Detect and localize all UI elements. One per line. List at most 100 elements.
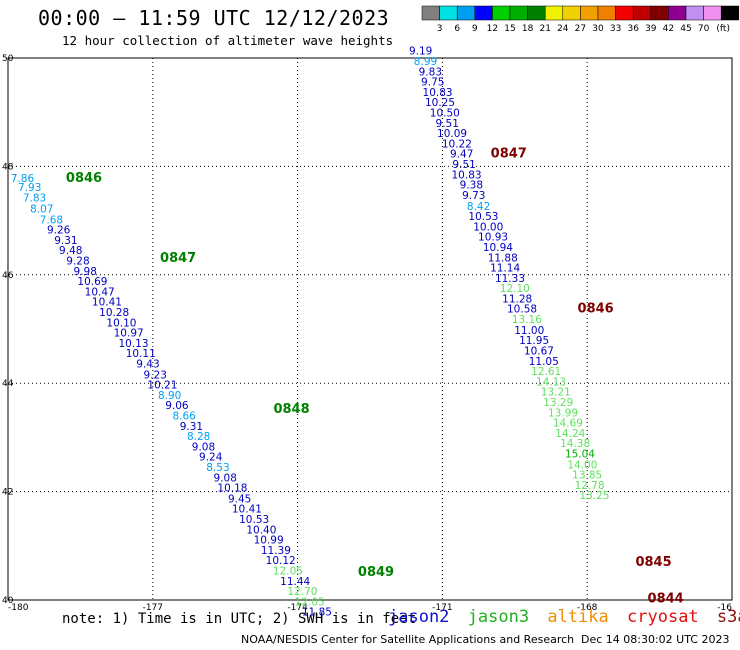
wave-height-point: 12.78	[575, 480, 605, 492]
wave-height-point: 10.10	[106, 317, 136, 329]
pass-time-label: 0847	[160, 251, 196, 266]
wave-height-point: 14.69	[553, 418, 583, 430]
y-tick-label: 44	[2, 379, 14, 389]
wave-height-point: 9.51	[436, 118, 459, 130]
pass-time-label: 0847	[491, 147, 527, 162]
wave-height-point: 9.28	[66, 256, 89, 268]
wave-height-point: 10.94	[483, 242, 513, 254]
colorbar-swatch	[615, 5, 634, 21]
colorbar-swatch	[632, 5, 652, 21]
wave-height-point: 11.85	[302, 607, 332, 619]
x-tick-label: -171	[432, 603, 452, 613]
colorbar-swatch	[597, 5, 616, 21]
wave-height-point: 10.99	[254, 535, 284, 547]
y-tick-label: 48	[2, 162, 14, 172]
wave-height-point: 8.42	[467, 201, 490, 213]
wave-height-point: 11.33	[495, 273, 525, 285]
wave-height-point: 9.26	[47, 225, 71, 237]
wave-height-point: 13.85	[572, 470, 602, 482]
note-text: note: 1) Time is in UTC; 2) SWH is in fe…	[62, 611, 417, 627]
x-tick-label: -16	[717, 603, 732, 613]
wave-height-point: 10.53	[239, 514, 269, 526]
pass-time-label: 0844	[648, 592, 684, 607]
pass-time-label: 0848	[273, 402, 309, 417]
colorbar-swatch	[509, 5, 528, 21]
legend-jason3: jason3	[467, 607, 530, 627]
wave-height-point: 9.31	[54, 235, 77, 247]
wave-height-point: 9.08	[192, 441, 215, 453]
wave-height-point: 8.66	[172, 411, 196, 423]
wave-height-point: 13.25	[579, 490, 609, 502]
wave-height-point: 10.50	[430, 108, 460, 120]
colorbar-label: 9	[472, 24, 478, 34]
wave-height-point: 11.88	[488, 252, 518, 264]
wave-height-point: 13.16	[512, 314, 542, 326]
wave-height-point: 14.38	[560, 438, 590, 450]
wave-height-point: 14.13	[536, 376, 566, 388]
pass-time-label: 0846	[578, 302, 614, 317]
colorbar-label: 27	[575, 24, 586, 34]
wave-height-point: 9.51	[452, 159, 475, 171]
wave-height-point: 10.09	[437, 128, 467, 140]
wave-height-point: 7.93	[18, 182, 41, 194]
satellite-legend: jason2 jason3 altika cryosat s3a	[388, 607, 740, 627]
wave-height-point: 7.86	[11, 173, 35, 185]
pass-time-label: 0846	[66, 171, 102, 186]
y-tick-label: 40	[2, 596, 14, 606]
plot-area	[7, 57, 733, 601]
wave-height-point: 10.28	[99, 307, 129, 319]
wave-height-point: 10.40	[246, 524, 276, 536]
credit-text: NOAA/NESDIS Center for Satellite Applica…	[241, 633, 575, 646]
wave-height-point: 10.58	[507, 304, 537, 316]
wave-height-point: 11.00	[514, 325, 544, 337]
wave-height-point: 10.22	[442, 138, 472, 150]
wave-height-point: 12.05	[295, 596, 325, 608]
colorbar-label: 36	[627, 24, 639, 34]
wave-height-point: 9.19	[409, 46, 432, 58]
wave-height-point: 11.14	[490, 263, 520, 275]
wave-height-point: 7.83	[23, 193, 46, 205]
wave-height-point: 12.61	[531, 366, 561, 378]
legend-jason2: jason2	[388, 607, 450, 627]
colorbar-label: 6	[454, 24, 460, 34]
colorbar-label: 42	[663, 24, 674, 34]
colorbar-label: 45	[680, 24, 691, 34]
colorbar-swatch	[562, 5, 581, 21]
wave-height-point: 11.28	[502, 293, 532, 305]
wave-height-point: 12.10	[500, 283, 530, 295]
legend-s3a: s3a	[716, 607, 740, 627]
wave-height-point: 9.08	[214, 472, 237, 484]
wave-height-point: 9.83	[419, 66, 442, 78]
wave-height-point: 10.97	[114, 328, 144, 340]
wave-height-point: 9.23	[144, 369, 167, 381]
x-tick-label: -174	[287, 603, 308, 613]
x-tick-label: -180	[8, 603, 29, 613]
wave-height-point: 9.43	[136, 358, 159, 370]
wave-height-point: 8.07	[30, 203, 53, 215]
wave-height-point: 9.38	[460, 180, 483, 192]
colorbar-label: 30	[592, 24, 604, 34]
colorbar-swatch	[527, 5, 546, 21]
wave-height-point: 9.45	[228, 493, 251, 505]
x-tick-label: -177	[143, 603, 163, 613]
wave-height-point: 9.48	[59, 245, 82, 257]
colorbar-swatch	[456, 5, 476, 21]
wave-height-point: 11.44	[280, 576, 310, 588]
timestamp: Dec 14 08:30:02 UTC 2023	[581, 633, 730, 646]
wave-height-point: 10.47	[85, 286, 115, 298]
wave-height-point: 8.53	[206, 462, 229, 474]
colorbar-label: 12	[487, 24, 498, 34]
colorbar-swatch	[439, 5, 458, 21]
colorbar-swatch	[580, 5, 599, 21]
wave-height-point: 11.95	[519, 335, 549, 347]
legend-cryosat: cryosat	[627, 607, 699, 627]
wave-height-point: 12.05	[273, 566, 303, 578]
wave-height-point: 13.29	[543, 397, 573, 409]
colorbar-label: 70	[698, 24, 710, 34]
wave-height-point: 9.98	[74, 266, 97, 278]
wave-height-point: 10.69	[77, 276, 107, 288]
colorbar-label: 24	[557, 24, 569, 34]
colorbar-swatch	[474, 5, 493, 21]
grid-lines	[8, 58, 732, 600]
colorbar-label: 3	[437, 24, 443, 34]
